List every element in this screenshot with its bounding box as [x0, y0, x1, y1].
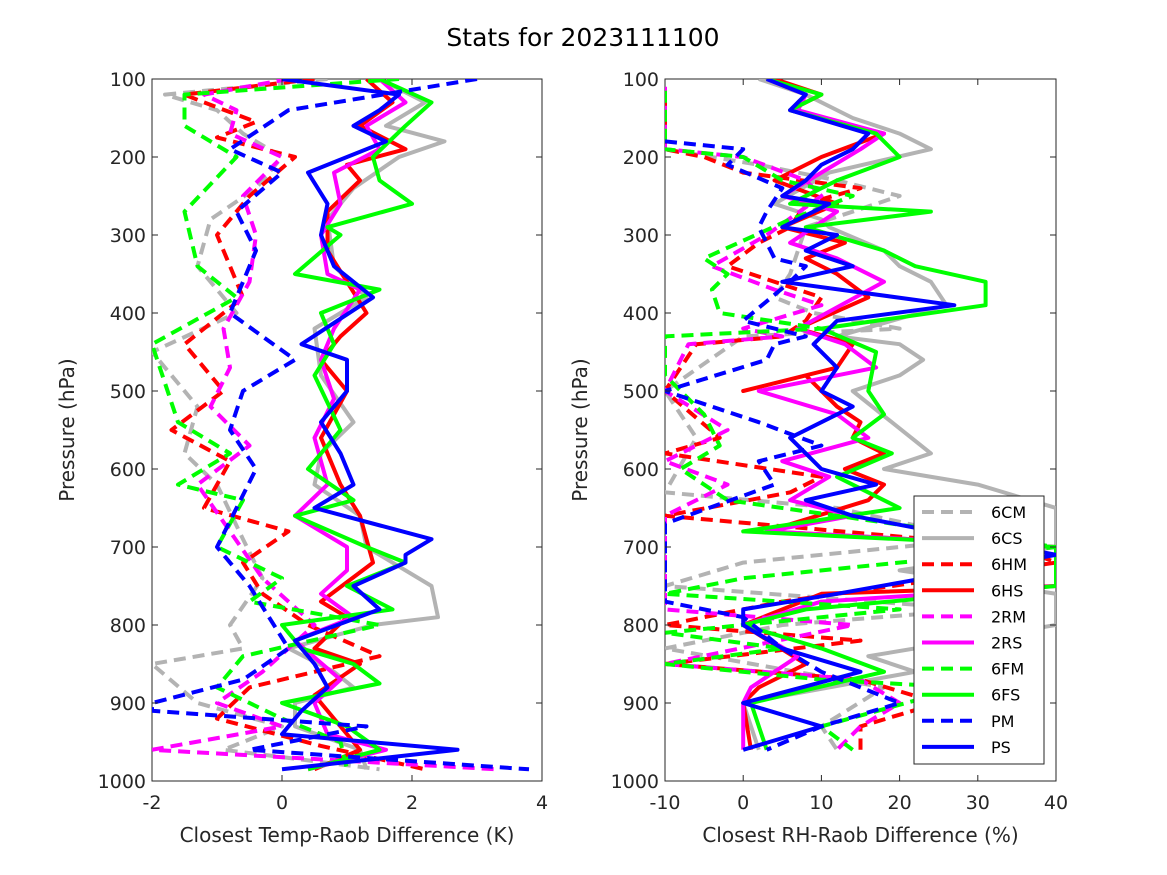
series-line-6fs [741, 79, 1056, 751]
legend-label-6hs: 6HS [991, 581, 1023, 600]
x-tick-label: 4 [536, 792, 548, 814]
y-tick-label: 600 [623, 459, 659, 481]
y-tick-label: 400 [110, 303, 146, 325]
series-line-2rs [741, 79, 1056, 750]
legend-label-pm: PM [991, 712, 1014, 731]
legend-label-6fm: 6FM [991, 660, 1024, 679]
x-axis-label: Closest Temp-Raob Difference (K) [180, 823, 515, 847]
x-tick-label: 30 [966, 792, 990, 814]
temp-difference-panel: -2 0 2 4 100 200 300 400 500 600 700 800 900 1000 Clos… [55, 69, 548, 847]
series-line-2rs [293, 79, 408, 772]
series-line-6fm [152, 79, 400, 770]
x-tick-label: 40 [1044, 792, 1068, 814]
y-axis-label: Pressure (hPa) [568, 358, 592, 501]
series-line-ps [280, 79, 460, 772]
y-tick-label: 800 [110, 615, 146, 637]
legend-label-2rm: 2RM [991, 607, 1026, 626]
y-tick-label: 1000 [98, 771, 146, 793]
x-tick-label: 20 [888, 792, 912, 814]
legend-label-6cm: 6CM [991, 503, 1026, 522]
series-group [665, 79, 1056, 752]
series-line-pm [665, 139, 902, 752]
x-tick-label: 0 [276, 792, 288, 814]
x-tick-label: 10 [809, 792, 833, 814]
series-line-2rm [665, 86, 902, 752]
series-line-pm [152, 79, 530, 772]
y-tick-label: 1000 [611, 771, 659, 793]
legend-label-2rs: 2RS [991, 634, 1022, 653]
y-tick-label: 900 [623, 693, 659, 715]
series-line-6cs [286, 79, 447, 770]
x-tick-label: -10 [649, 792, 680, 814]
legend-label-ps: PS [991, 738, 1011, 757]
series-line-6hm [169, 79, 426, 772]
series-group [152, 79, 530, 772]
figure-title: Stats for 2023111100 [446, 23, 719, 52]
x-tick-label: -2 [143, 792, 162, 814]
y-tick-label: 500 [110, 381, 146, 403]
y-tick-label: 700 [623, 537, 659, 559]
series-line-6cm [152, 79, 380, 772]
y-tick-label: 600 [110, 459, 146, 481]
y-tick-label: 400 [623, 303, 659, 325]
series-line-6fs [280, 79, 434, 772]
legend: 6CM 6CS 6HM 6HS 2RM 2RS 6FM 6FS PM PS [913, 495, 1045, 765]
legend-label-6cs: 6CS [991, 529, 1023, 548]
y-tick-label: 300 [110, 225, 146, 247]
y-tick-label: 200 [110, 147, 146, 169]
series-line-ps [741, 79, 1056, 752]
x-axis-label: Closest RH-Raob Difference (%) [702, 823, 1018, 847]
legend-label-6fs: 6FS [991, 686, 1020, 705]
y-tick-label: 800 [623, 615, 659, 637]
x-tick-label: 0 [737, 792, 749, 814]
legend-label-6hm: 6HM [991, 555, 1027, 574]
y-tick-label: 500 [623, 381, 659, 403]
y-tick-label: 100 [110, 69, 146, 91]
y-tick-label: 300 [623, 225, 659, 247]
legend-box [913, 495, 1045, 765]
y-tick-label: 100 [623, 69, 659, 91]
x-tick-label: 2 [406, 792, 418, 814]
y-tick-label: 700 [110, 537, 146, 559]
y-tick-label: 200 [623, 147, 659, 169]
y-tick-label: 900 [110, 693, 146, 715]
y-axis-label: Pressure (hPa) [55, 358, 79, 501]
